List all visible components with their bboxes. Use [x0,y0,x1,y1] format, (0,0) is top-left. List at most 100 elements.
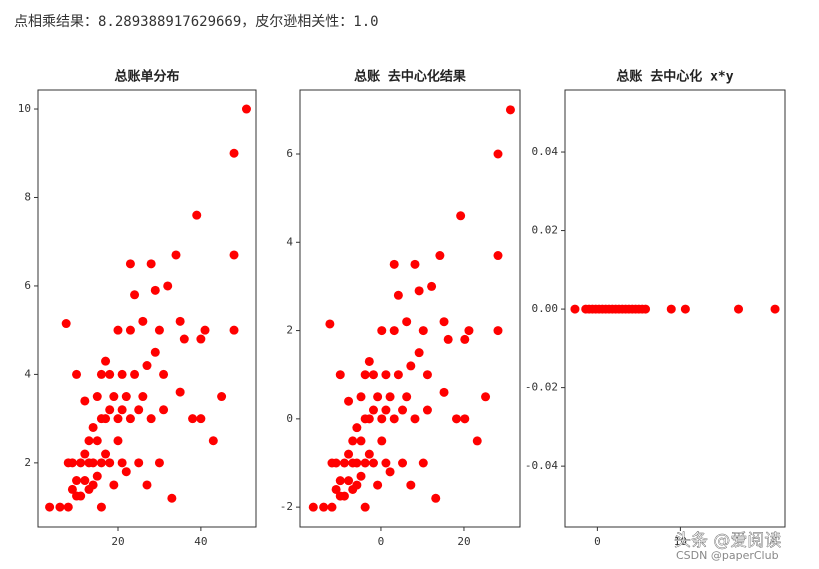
point [113,325,123,335]
x-tick-label: 10 [674,535,687,548]
point [208,436,218,446]
plots: 总账单分布 2 4 6 8 10 20 40 总账 去中心化结果 -2 0 2 4 6 0 20 总账 去中心化… [18,69,786,548]
point [331,484,341,494]
point [113,436,123,446]
point [229,250,239,260]
point [377,436,387,446]
point [167,493,177,503]
point [142,480,152,490]
point [130,290,140,300]
x-tick-label: 0 [594,535,601,548]
point [443,334,453,344]
point [377,326,387,336]
point [241,104,251,114]
point [435,251,445,261]
point [393,290,403,300]
point [381,458,391,468]
point [159,369,169,379]
point [109,480,119,490]
point [55,502,65,512]
point [389,326,399,336]
point [451,414,461,424]
point [422,370,432,380]
point [117,369,127,379]
point [105,369,115,379]
point [373,392,383,402]
point [368,458,378,468]
point [460,334,470,344]
point [88,458,98,468]
point [410,259,420,269]
point [393,370,403,380]
point [163,281,173,291]
y-tick-label: 0 [286,412,293,425]
point [175,387,185,397]
point [92,392,102,402]
y-tick-label: 0.02 [532,224,559,237]
point [121,467,131,477]
point [398,458,408,468]
point [101,449,111,459]
point [344,449,354,459]
point [364,414,374,424]
point [406,480,416,490]
point [348,436,358,446]
point [335,370,345,380]
point [381,370,391,380]
point [402,392,412,402]
y-tick-label: 0.04 [532,145,559,158]
point [101,414,111,424]
point [422,405,432,415]
point [146,259,156,269]
y-tick-label: -2 [280,500,293,513]
point [464,326,474,336]
point [125,414,135,424]
point [61,319,71,329]
point [381,405,391,415]
point [150,285,160,295]
point [481,392,491,402]
point [344,476,354,486]
point [339,458,349,468]
y-tick-label: 8 [24,190,31,203]
point [456,211,466,221]
y-tick-label: 4 [24,367,31,380]
subplot-title: 总账 去中心化结果 [354,69,466,85]
point [134,405,144,415]
point [80,396,90,406]
point [360,502,370,512]
point [188,414,198,424]
point [319,502,329,512]
point [360,458,370,468]
point [80,449,90,459]
point [493,251,503,261]
point [364,449,374,459]
point [229,148,239,158]
subplot-title: 总账单分布 [114,69,179,85]
point [505,105,515,115]
point [327,502,337,512]
point [88,480,98,490]
point [121,392,131,402]
point [360,370,370,380]
point [67,458,77,468]
point [72,369,82,379]
point [418,326,428,336]
watermark: CSDN @paperClub [676,549,779,562]
y-tick-label: 2 [286,324,293,337]
point [109,392,119,402]
point [113,414,123,424]
point [217,392,227,402]
point [398,405,408,415]
point [331,458,341,468]
point [146,414,156,424]
y-tick-label: 6 [286,147,293,160]
point [96,458,106,468]
subplot-title: 总账 去中心化 x*y [616,69,733,85]
axes-frame [564,89,786,528]
point [339,491,349,501]
point [364,356,374,366]
point [130,369,140,379]
point [389,259,399,269]
